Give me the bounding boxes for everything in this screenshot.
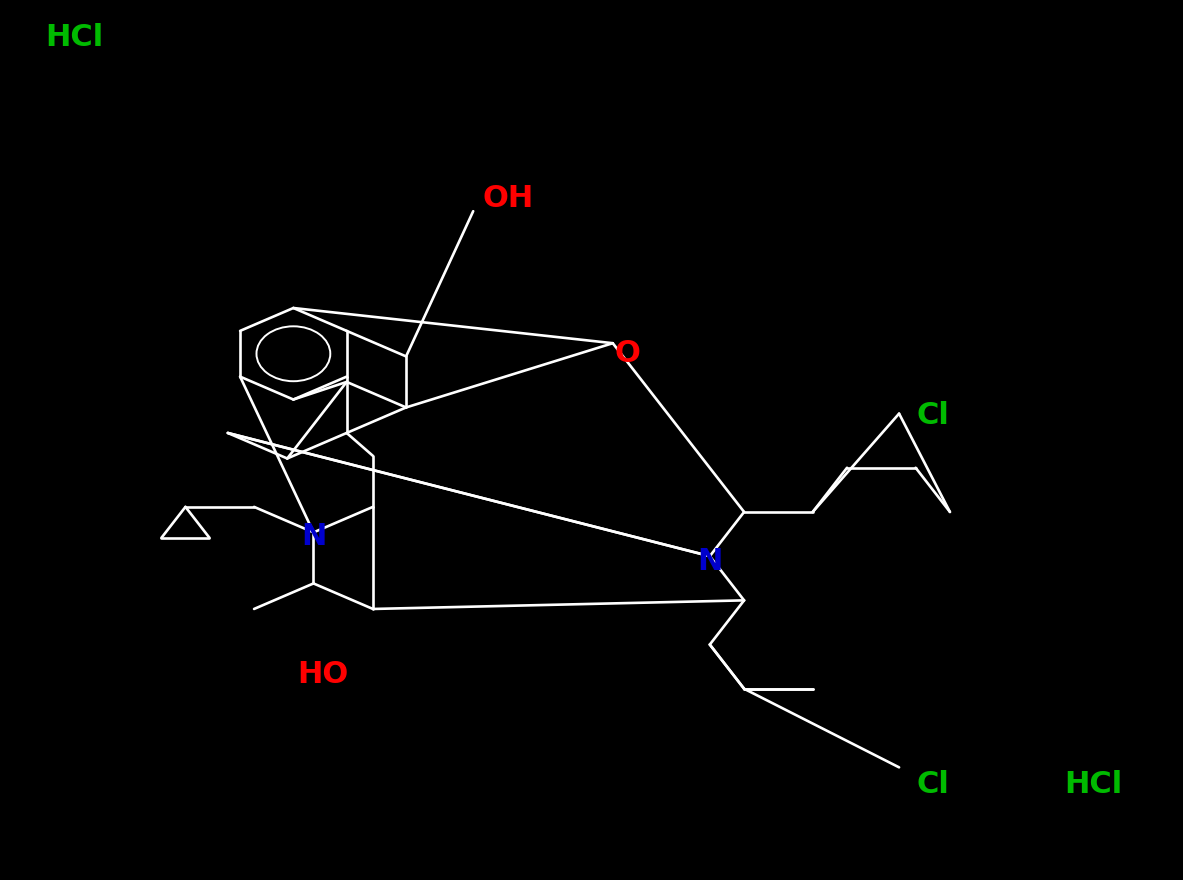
Text: HCl: HCl (45, 24, 103, 52)
Text: N: N (300, 523, 327, 551)
Text: HO: HO (298, 661, 349, 689)
Text: Cl: Cl (917, 401, 950, 429)
Text: N: N (697, 547, 723, 576)
Text: Cl: Cl (917, 771, 950, 799)
Text: O: O (614, 340, 640, 368)
Text: OH: OH (483, 184, 534, 212)
Text: HCl: HCl (1065, 771, 1123, 799)
